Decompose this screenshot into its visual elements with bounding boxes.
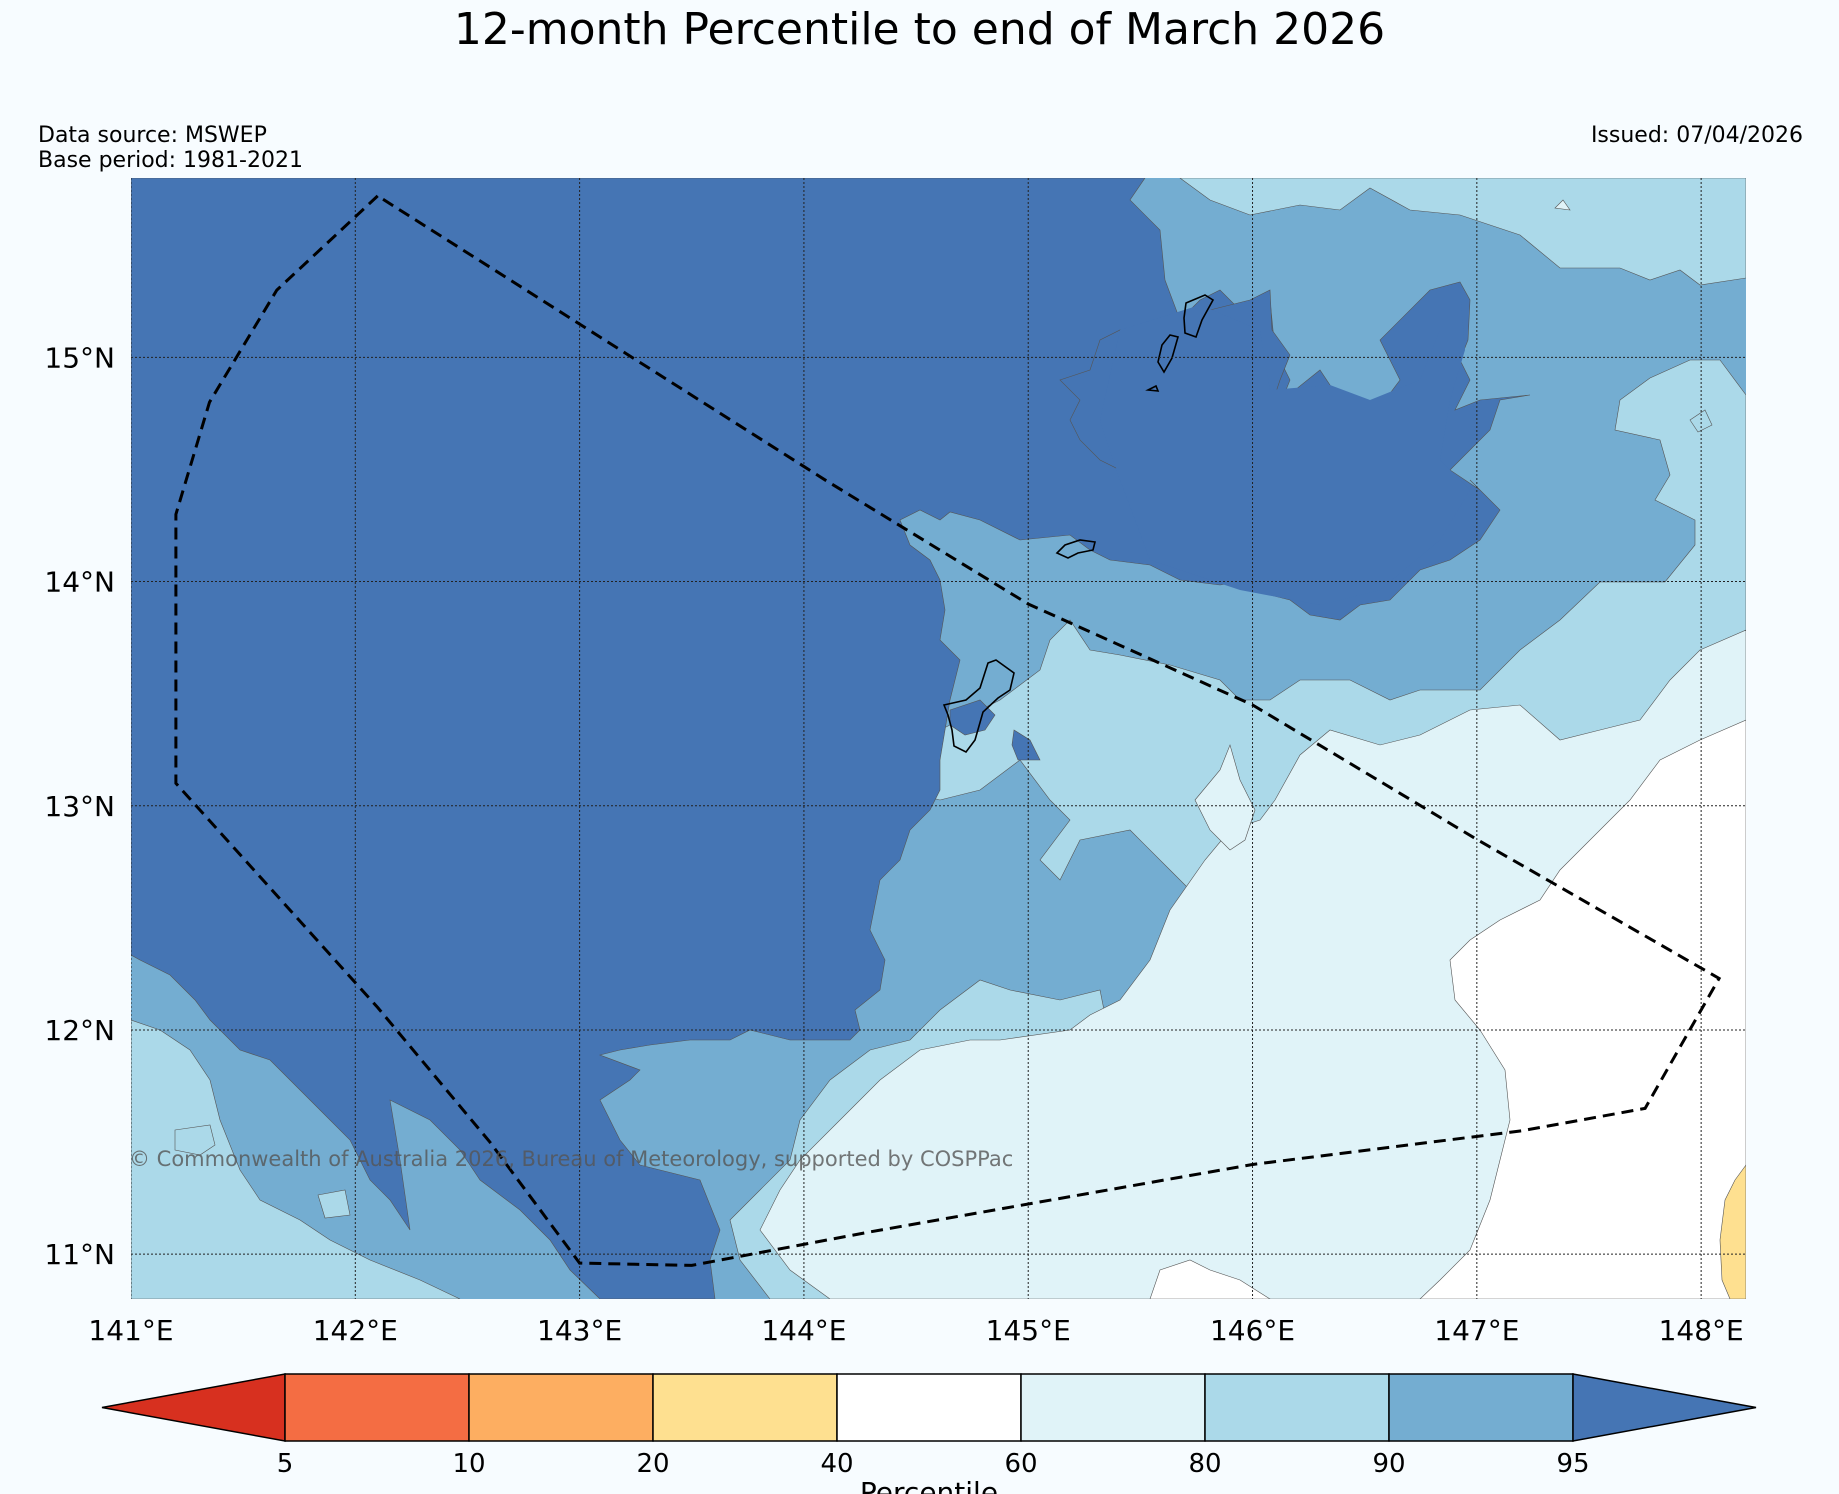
lon-tick-label-1: 142°E: [313, 1314, 398, 1347]
field-60-80-blob: [1194, 744, 1256, 851]
lat-tick-label-2: 13°N: [44, 790, 115, 823]
lon-tick-label-5: 146°E: [1210, 1314, 1295, 1347]
colorbar: 5 10 20 40 60 80 90 95 Percentile: [101, 1373, 1757, 1494]
field-60-80-blob-small: [1554, 199, 1571, 211]
colorbar-box-6: [1388, 1373, 1574, 1442]
island-coastlines: [942, 294, 1215, 754]
colorbar-box-2: [652, 1373, 838, 1442]
lon-tick-label-0: 141°E: [88, 1314, 173, 1347]
colorbar-box-0: [284, 1373, 470, 1442]
latitude-labels: 15°N 14°N 13°N 12°N 11°N: [44, 341, 115, 1271]
lon-tick-label-7: 148°E: [1659, 1314, 1744, 1347]
longitude-labels: 141°E 142°E 143°E 144°E 145°E 146°E 147°E 148°E: [88, 1314, 1743, 1347]
field-95-plus-rota: [1011, 729, 1041, 761]
field-40-60: [1419, 719, 1746, 1299]
field-20-40: [1719, 1164, 1746, 1299]
colorbar-extend-high: [1572, 1373, 1757, 1442]
map-title: 12-month Percentile to end of March 2026: [453, 4, 1386, 55]
metadata-left: Data source: MSWEP Base period: 1981-202…: [38, 123, 303, 173]
field-80-90-northeast: [1179, 178, 1746, 286]
colorbar-tick-label-4: 60: [1004, 1449, 1037, 1479]
colorbar-box-4: [1020, 1373, 1206, 1442]
aguijan-outline: [1145, 384, 1160, 392]
lon-tick-label-4: 145°E: [986, 1314, 1071, 1347]
lon-tick-label-3: 144°E: [761, 1314, 846, 1347]
colorbar-tick-label-1: 10: [452, 1449, 485, 1479]
field-60-80: [759, 629, 1746, 1299]
guam-outline: [942, 659, 1015, 754]
colorbar-tick-label-0: 5: [277, 1449, 294, 1479]
field-40-60-south: [1149, 1259, 1271, 1299]
graticule: [131, 178, 1746, 1299]
field-80-90-blob-southwest: [174, 1124, 216, 1156]
lon-tick-label-2: 143°E: [537, 1314, 622, 1347]
field-80-90-blob-east: [1689, 409, 1713, 433]
lat-tick-label-4: 11°N: [44, 1238, 115, 1271]
data-source-text: Data source: MSWEP: [38, 123, 267, 148]
lat-tick-label-0: 15°N: [44, 341, 115, 374]
colorbar-tick-label-7: 95: [1556, 1449, 1589, 1479]
lat-tick-label-1: 14°N: [44, 566, 115, 599]
rota-outline: [1055, 539, 1096, 559]
colorbar-box-5: [1204, 1373, 1390, 1442]
field-80-90-south: [131, 1019, 461, 1299]
copyright-text: © Commonwealth of Australia 2026, Bureau…: [129, 1147, 1013, 1171]
colorbar-tick-label-5: 80: [1188, 1449, 1221, 1479]
field-80-90-blob-southwest2: [317, 1189, 351, 1219]
colorbar-extend-low: [101, 1373, 286, 1442]
colorbar-title: Percentile: [860, 1476, 998, 1494]
eez-boundary-line: [174, 194, 1722, 1267]
base-period-text: Base period: 1981-2021: [38, 148, 303, 173]
colorbar-box-1: [468, 1373, 654, 1442]
field-95-plus-northeast-core: [1100, 290, 1470, 605]
colorbar-tick-label-2: 20: [636, 1449, 669, 1479]
map-panel: © Commonwealth of Australia 2026, Bureau…: [129, 178, 1746, 1299]
colorbar-box-3: [836, 1373, 1022, 1442]
lon-tick-label-6: 147°E: [1434, 1314, 1519, 1347]
lat-tick-label-3: 12°N: [44, 1014, 115, 1047]
issued-date-text: Issued: 07/04/2026: [1590, 123, 1803, 148]
colorbar-tick-label-6: 90: [1372, 1449, 1405, 1479]
colorbar-tick-label-3: 40: [820, 1449, 853, 1479]
saipan-outline: [1183, 294, 1215, 339]
tinian-outline: [1157, 334, 1179, 374]
